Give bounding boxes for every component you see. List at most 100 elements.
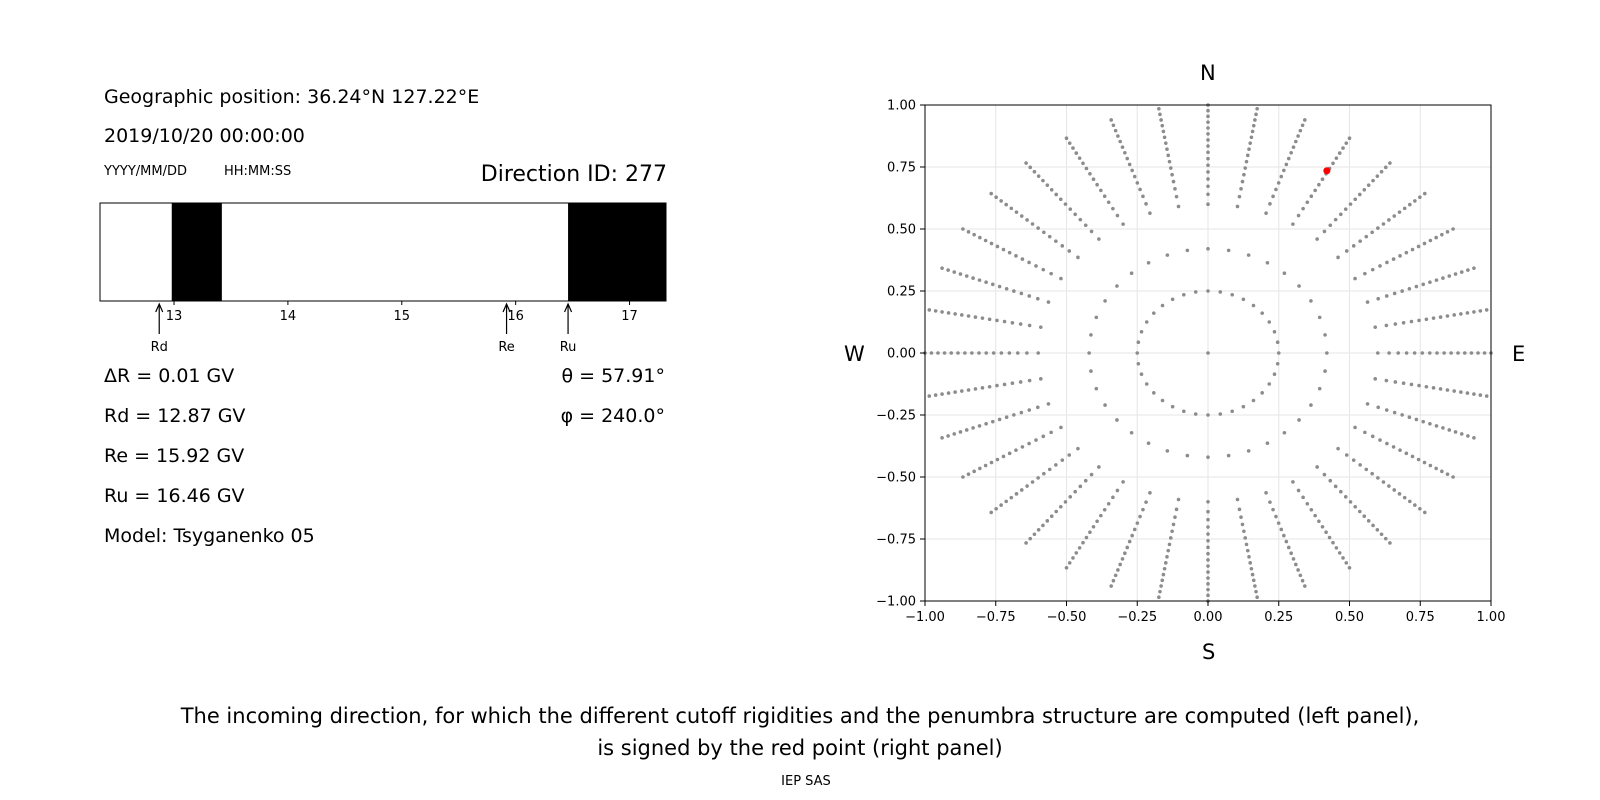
grid-point-ray	[1401, 320, 1406, 325]
grid-point-ray	[1064, 136, 1069, 141]
grid-point-ray	[1173, 515, 1177, 519]
grid-point-ray	[1289, 150, 1293, 155]
x-tick-label: 0.25	[1264, 610, 1293, 625]
grid-point-ray	[1459, 312, 1463, 316]
grid-point-ray	[1047, 234, 1052, 239]
grid-point-ray	[1348, 500, 1353, 504]
grid-point-ring-1	[1297, 418, 1301, 422]
grid-point-ray	[1116, 568, 1120, 572]
grid-point-ray	[1032, 532, 1037, 537]
grid-point-ring-0	[1230, 409, 1234, 414]
grid-point-ray	[1341, 146, 1345, 150]
grid-point-ray	[1364, 467, 1369, 472]
grid-point-ray	[1206, 570, 1210, 574]
grid-point-ray	[1041, 523, 1045, 528]
grid-point-ray	[1284, 162, 1289, 167]
grid-point-ray	[1176, 497, 1181, 502]
grid-point-ray	[929, 351, 934, 355]
grid-point-ray	[1091, 525, 1096, 529]
grid-point-ray	[1379, 169, 1384, 174]
theta-value: θ = 57.91°	[561, 365, 665, 387]
grid-point-ray	[1059, 276, 1063, 281]
grid-point-ray	[1271, 194, 1275, 199]
grid-point-ring-1	[1146, 441, 1151, 446]
grid-point-ray	[1034, 438, 1038, 442]
grid-point-ring-1	[1087, 351, 1091, 355]
grid-point-ray	[1077, 546, 1082, 550]
grid-point-ring-1	[1309, 299, 1313, 303]
grid-point-ray	[1067, 561, 1072, 565]
grid-point-ray	[1036, 226, 1040, 230]
grid-point-ray	[989, 510, 994, 515]
grid-point-ray	[1176, 204, 1181, 209]
grid-point-ray	[1073, 212, 1077, 217]
grid-point-ray	[1373, 377, 1378, 381]
grid-point-ray	[1076, 446, 1080, 451]
grid-point-ray	[1002, 319, 1007, 324]
grid-point-ray	[1371, 178, 1375, 183]
grid-point-ray	[1300, 578, 1305, 583]
grid-point-ray	[1424, 317, 1429, 322]
grid-point-ray	[946, 434, 950, 438]
grid-point-ray	[1427, 351, 1432, 355]
grid-point-ray	[1274, 514, 1278, 519]
grid-point-ray	[1088, 171, 1092, 176]
grid-point-ray	[1465, 391, 1470, 395]
delta-r-value: ΔR = 0.01 GV	[104, 365, 235, 387]
grid-point-ray	[1091, 177, 1096, 181]
grid-point-ray	[1398, 448, 1402, 452]
grid-point-ray	[1348, 202, 1353, 206]
grid-point-ring-1	[1265, 260, 1270, 265]
grid-point-ray	[1102, 507, 1107, 512]
compass-west: W	[844, 342, 865, 366]
grid-point-ray	[1391, 445, 1396, 449]
grid-point-ray	[1244, 159, 1249, 164]
grid-point-ray	[1007, 451, 1012, 456]
ru-value: Ru = 16.46 GV	[104, 485, 245, 507]
grid-point-ring-0	[1260, 311, 1264, 315]
grid-point-ray	[1465, 311, 1470, 315]
grid-point-ring-0	[1144, 320, 1149, 324]
grid-point-ray	[1206, 184, 1210, 189]
grid-point-ray	[1251, 123, 1256, 128]
grid-point-ray	[1046, 402, 1051, 406]
grid-point-ray	[1291, 557, 1296, 561]
grid-point-ray	[1296, 134, 1300, 138]
grid-point-ray	[1020, 257, 1025, 261]
grid-point-ray	[1445, 230, 1450, 234]
grid-point-ray	[1476, 351, 1480, 355]
grid-point-ring-0	[1135, 351, 1140, 355]
grid-point-ray	[1302, 118, 1307, 122]
grid-point-ray	[1250, 129, 1255, 134]
grid-point-ray	[933, 309, 938, 313]
grid-point-ray	[1240, 179, 1245, 184]
grid-point-ring-0	[1206, 413, 1210, 417]
grid-point-ray	[1445, 472, 1450, 476]
grid-point-ray	[1339, 489, 1343, 494]
grid-point-ray	[1428, 463, 1433, 468]
grid-point-ray	[1206, 582, 1210, 586]
grid-point-ray	[1099, 188, 1103, 193]
strip-tick-label: 15	[394, 309, 411, 324]
footer-credit: IEP SAS	[781, 774, 831, 789]
grid-point-ray	[1327, 535, 1332, 540]
grid-point-ray	[1206, 525, 1210, 529]
grid-point-ray	[1484, 308, 1489, 312]
grid-point-ray	[1004, 286, 1009, 291]
grid-point-ray	[959, 313, 964, 317]
grid-point-ray	[1358, 239, 1362, 243]
grid-point-ray	[1027, 294, 1032, 298]
grid-point-ray	[1401, 381, 1406, 386]
grid-point-ray	[1206, 538, 1210, 543]
grid-point-ray	[1421, 282, 1426, 287]
grid-point-ray	[1309, 194, 1314, 199]
grid-point-ray	[1282, 168, 1286, 173]
grid-point-ring-0	[1272, 372, 1277, 377]
grid-point-ray	[995, 457, 1000, 462]
grid-point-ray	[1396, 351, 1401, 355]
grid-point-ray	[1353, 197, 1358, 202]
grid-point-ray	[1254, 589, 1258, 594]
grid-point-ray	[1296, 568, 1300, 572]
grid-point-ray	[1148, 491, 1152, 495]
grid-point-ray	[940, 436, 944, 440]
